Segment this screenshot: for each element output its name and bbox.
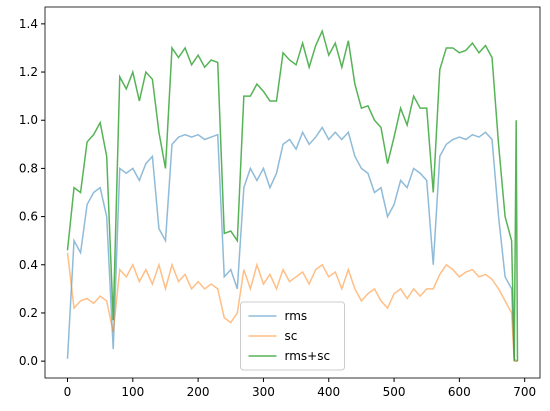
x-tick-label: 600 [448,385,471,399]
y-tick-label: 1.0 [19,113,38,127]
legend-label: sc [285,329,298,343]
x-tick-label: 300 [252,385,275,399]
y-tick-label: 0.4 [19,258,38,272]
y-tick-label: 0.8 [19,161,38,175]
y-tick-label: 0.2 [19,306,38,320]
plot-frame [44,6,541,379]
x-tick-label: 700 [513,385,536,399]
x-tick-label: 500 [383,385,406,399]
series-line [66,126,518,362]
legend-label: rms+sc [285,349,331,363]
x-tick-label: 0 [64,385,72,399]
y-tick-label: 0.0 [19,354,38,368]
y-tick-label: 0.6 [19,210,38,224]
legend-label: rms [285,309,308,323]
x-tick-label: 200 [187,385,210,399]
x-tick-label: 100 [121,385,144,399]
y-tick-label: 1.4 [19,17,38,31]
y-tick-label: 1.2 [19,65,38,79]
x-tick-label: 400 [317,385,340,399]
series-line [66,28,519,362]
legend-box [240,301,345,371]
series-line [66,252,518,362]
